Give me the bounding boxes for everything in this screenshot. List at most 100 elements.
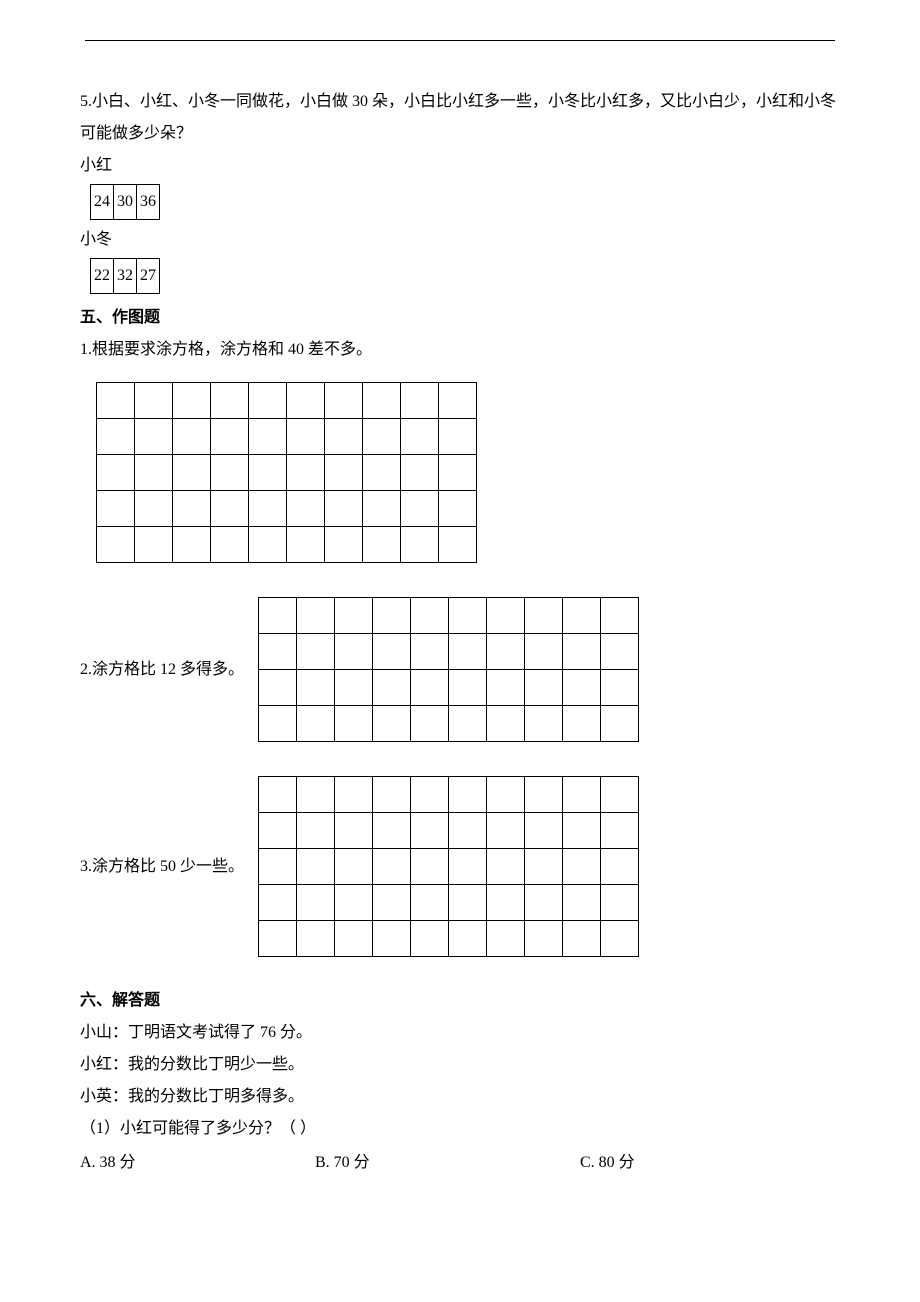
grid-cell (363, 383, 401, 419)
grid-cell (411, 634, 449, 670)
grid-cell (335, 598, 373, 634)
grid-cell (335, 706, 373, 742)
q6-sub1: （1）小红可能得了多少分？（ ） (80, 1113, 840, 1145)
grid-cell (259, 706, 297, 742)
q6-line2: 小红：我的分数比丁明少一些。 (80, 1049, 840, 1081)
grid-cell (401, 455, 439, 491)
q5-xiaodong-label: 小冬 (80, 224, 840, 256)
grid-cell (211, 419, 249, 455)
grid-cell (373, 634, 411, 670)
q6-line3: 小英：我的分数比丁明多得多。 (80, 1081, 840, 1113)
grid-cell (411, 885, 449, 921)
table-row (259, 813, 639, 849)
grid-cell (487, 885, 525, 921)
grid-cell (411, 706, 449, 742)
grid-cell (487, 849, 525, 885)
grid-cell (259, 813, 297, 849)
grid-cell (411, 813, 449, 849)
grid-cell (363, 455, 401, 491)
grid-cell (563, 634, 601, 670)
q6-line1: 小山：丁明语文考试得了 76 分。 (80, 1017, 840, 1049)
grid-cell (411, 849, 449, 885)
grid-cell (487, 634, 525, 670)
grid-cell (487, 921, 525, 957)
grid-cell (259, 598, 297, 634)
grid-q2 (258, 597, 639, 742)
grid-cell (563, 885, 601, 921)
q6-choices: A. 38 分 B. 70 分 C. 80 分 (80, 1147, 840, 1179)
grid-cell (325, 419, 363, 455)
grid-cell (259, 885, 297, 921)
table-row (97, 419, 477, 455)
grid-cell (173, 383, 211, 419)
grid-q3 (258, 776, 639, 957)
grid-cell (601, 598, 639, 634)
grid-cell (173, 527, 211, 563)
grid-cell (173, 455, 211, 491)
table-row (259, 634, 639, 670)
grid-cell (601, 921, 639, 957)
grid-cell (363, 527, 401, 563)
grid-cell (525, 634, 563, 670)
grid-cell (411, 777, 449, 813)
grid-cell (601, 885, 639, 921)
cell: 22 (91, 259, 114, 294)
grid-cell (211, 383, 249, 419)
grid-cell (373, 921, 411, 957)
grid-cell (525, 670, 563, 706)
grid-cell (297, 706, 335, 742)
grid-cell (601, 706, 639, 742)
grid-cell (297, 670, 335, 706)
grid-cell (563, 706, 601, 742)
grid-cell (335, 670, 373, 706)
grid-cell (297, 921, 335, 957)
table-row (259, 670, 639, 706)
grid-cell (259, 921, 297, 957)
grid-cell (601, 849, 639, 885)
drawing-q1-text: 1.根据要求涂方格，涂方格和 40 差不多。 (80, 334, 840, 366)
grid-cell (297, 813, 335, 849)
grid-cell (373, 885, 411, 921)
grid-cell (439, 419, 477, 455)
grid-cell (335, 885, 373, 921)
grid-cell (411, 598, 449, 634)
drawing-q2-text: 2.涂方格比 12 多得多。 (80, 654, 244, 686)
grid-cell (259, 849, 297, 885)
grid-cell (487, 670, 525, 706)
grid-cell (373, 670, 411, 706)
grid-cell (135, 455, 173, 491)
table-row (97, 383, 477, 419)
grid-cell (135, 527, 173, 563)
table-row (259, 849, 639, 885)
grid-cell (135, 419, 173, 455)
grid-cell (97, 491, 135, 527)
cell: 27 (137, 259, 160, 294)
grid-cell (449, 706, 487, 742)
grid-cell (439, 491, 477, 527)
grid-cell (325, 527, 363, 563)
choice-c: C. 80 分 (580, 1147, 635, 1179)
table-row (259, 706, 639, 742)
section6-title: 六、解答题 (80, 985, 840, 1017)
grid-cell (401, 491, 439, 527)
grid-cell (563, 921, 601, 957)
grid-cell (211, 527, 249, 563)
grid-cell (449, 885, 487, 921)
grid-cell (525, 885, 563, 921)
grid-cell (449, 849, 487, 885)
page-header-rule (85, 40, 835, 41)
grid-cell (259, 777, 297, 813)
grid-cell (97, 455, 135, 491)
grid-cell (97, 419, 135, 455)
grid-cell (411, 921, 449, 957)
grid-cell (563, 670, 601, 706)
grid-cell (249, 491, 287, 527)
grid-cell (525, 921, 563, 957)
grid-cell (601, 634, 639, 670)
grid-cell (297, 885, 335, 921)
grid-cell (487, 777, 525, 813)
grid-cell (373, 598, 411, 634)
grid-cell (439, 383, 477, 419)
grid-cell (259, 670, 297, 706)
table-row: 24 30 36 (91, 185, 160, 220)
